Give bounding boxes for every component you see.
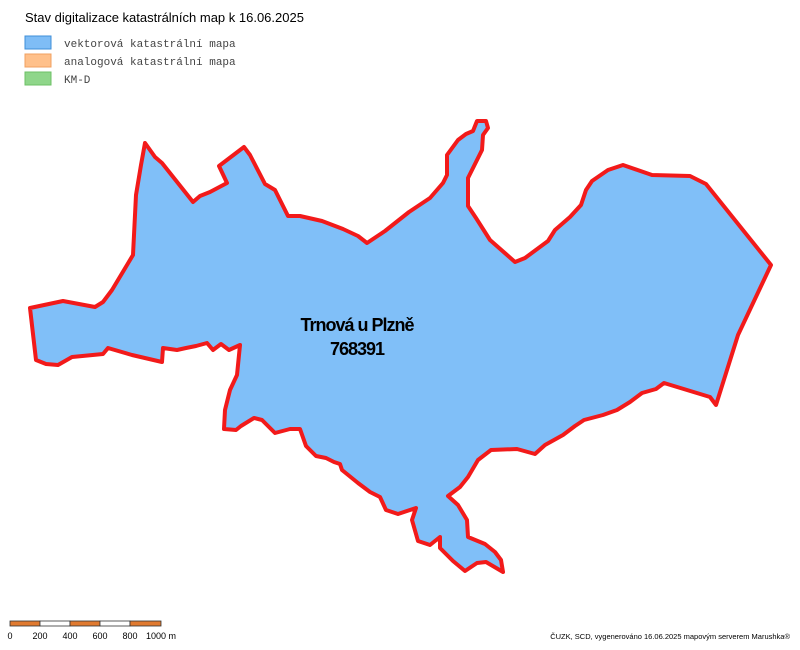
scale-label: 0 xyxy=(7,631,12,641)
scale-segment xyxy=(39,620,71,627)
credit: ČUZK, SCD, vygenerováno 16.06.2025 mapov… xyxy=(550,632,790,641)
scale-segment xyxy=(99,620,131,627)
cadastral-area xyxy=(28,119,773,574)
legend-label: vektorová katastrální mapa xyxy=(64,39,236,51)
area-name: Trnová u Plzně xyxy=(300,315,414,335)
scale-label: 800 xyxy=(122,631,137,641)
map-title: Stav digitalizace katastrálních map k 16… xyxy=(25,10,304,25)
legend-label: KM-D xyxy=(64,75,91,87)
scale-bar xyxy=(9,620,162,627)
legend-swatch xyxy=(24,71,52,86)
legend-label: analogová katastrální mapa xyxy=(64,57,236,69)
legend-swatch xyxy=(24,53,52,68)
legend-swatch xyxy=(24,35,52,50)
scale-segment xyxy=(9,620,41,627)
area-code: 768391 xyxy=(330,339,385,359)
scale-label: 400 xyxy=(62,631,77,641)
scale-label: 600 xyxy=(92,631,107,641)
scale-label: 1000 m xyxy=(146,631,176,641)
scale-segment xyxy=(129,620,162,627)
scale-segment xyxy=(69,620,101,627)
scale-label: 200 xyxy=(32,631,47,641)
